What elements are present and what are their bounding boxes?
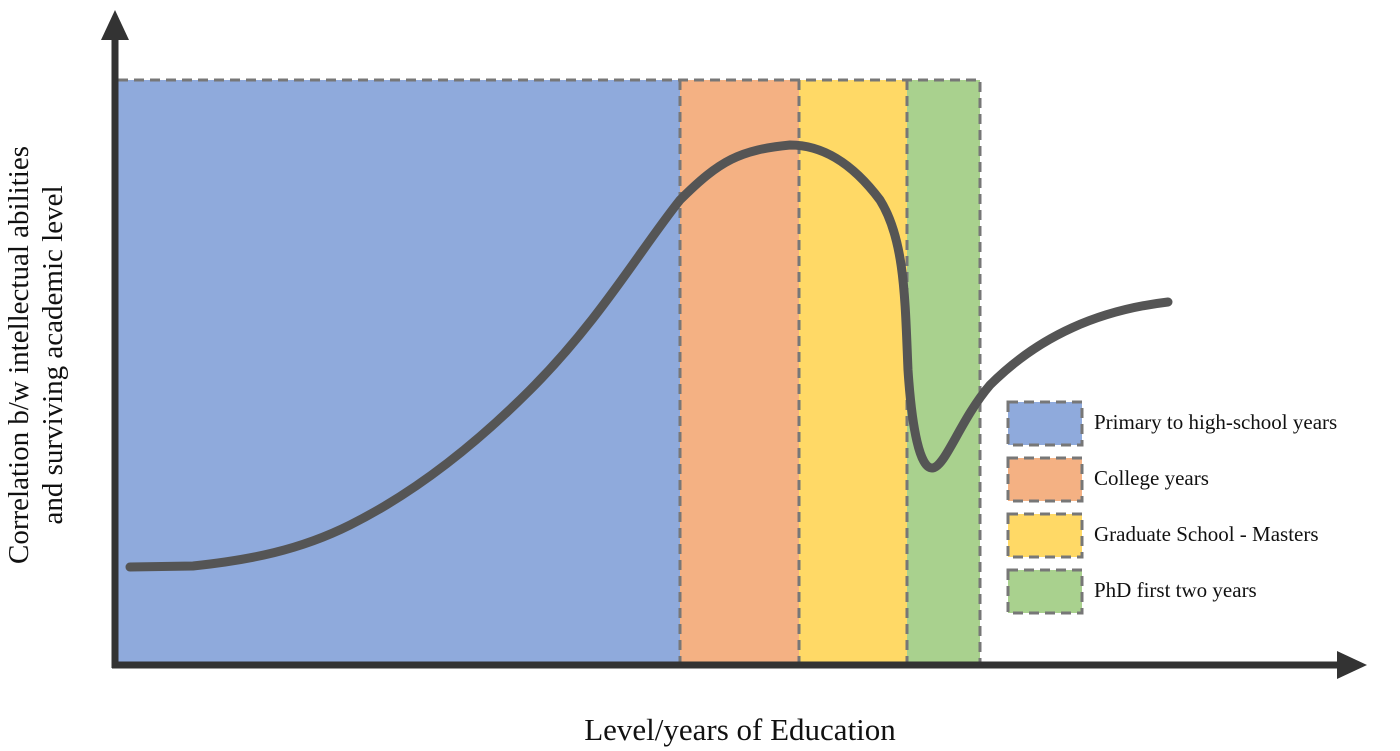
legend: Primary to high-school years College yea… [1006, 400, 1337, 615]
y-label: Correlation b/w intellectual abilities a… [3, 146, 69, 564]
legend-swatch [1006, 512, 1084, 559]
region-primary [118, 80, 680, 664]
x-axis-arrow [1337, 651, 1367, 679]
y-label-line: and surviving academic level [37, 185, 69, 524]
region-college [680, 80, 799, 664]
legend-label: Graduate School - Masters [1094, 522, 1319, 546]
x-label: Level/years of Education [584, 712, 896, 747]
legend-swatch [1006, 456, 1084, 503]
region-masters [799, 80, 907, 664]
y-axis-arrow [101, 10, 129, 40]
legend-swatch [1006, 400, 1084, 447]
legend-label: PhD first two years [1094, 578, 1257, 602]
y-label-line: Correlation b/w intellectual abilities [3, 146, 35, 564]
legend-label: Primary to high-school years [1094, 410, 1337, 434]
legend-label: College years [1094, 466, 1209, 490]
region-phd [907, 80, 980, 664]
legend-swatch [1006, 568, 1084, 615]
curve [125, 140, 1173, 572]
